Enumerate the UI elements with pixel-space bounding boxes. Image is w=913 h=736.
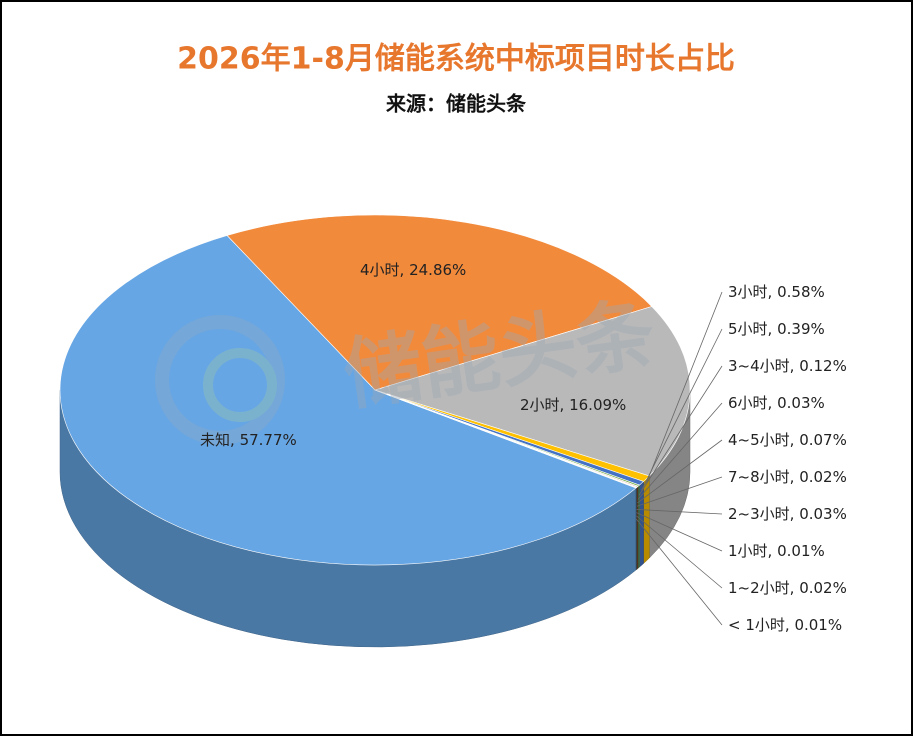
chart-subtitle: 来源：储能头条	[385, 92, 527, 116]
label-category: 5小时	[728, 320, 777, 338]
label-value: 0.03%	[777, 394, 825, 412]
data-label: 未知57.77%	[200, 431, 297, 449]
data-label: 2~3小时0.03%	[728, 505, 847, 523]
pie-slice	[59, 235, 637, 566]
data-label: 7~8小时0.02%	[728, 468, 847, 486]
data-label: 4~5小时0.07%	[728, 431, 847, 449]
label-category: 3~4小时	[728, 357, 799, 375]
label-value: 16.09%	[569, 396, 627, 414]
data-label: 3~4小时0.12%	[728, 357, 847, 375]
leader-line	[638, 365, 723, 496]
leader-line	[637, 402, 723, 500]
chart-title: 2026年1-8月储能系统中标项目时长占比	[177, 42, 735, 77]
leader-line	[637, 439, 723, 504]
label-value: 0.01%	[794, 616, 843, 634]
label-category: 4~5小时	[728, 431, 799, 449]
leader-line	[636, 515, 723, 589]
leader-line	[636, 512, 723, 552]
label-category: 2~3小时	[728, 505, 799, 523]
label-value: 0.39%	[777, 320, 825, 338]
pie-slice	[374, 389, 637, 489]
label-category: 4小时	[360, 261, 409, 279]
data-label: 2小时16.09%	[520, 396, 626, 414]
label-value: 57.77%	[239, 431, 297, 449]
leader-line	[641, 328, 723, 491]
leader-line	[636, 476, 723, 507]
label-value: 0.12%	[799, 357, 847, 375]
pie	[59, 214, 691, 648]
data-label: 1~2小时0.02%	[728, 579, 847, 597]
data-label: 5小时0.39%	[728, 320, 825, 338]
label-category: 2小时	[520, 396, 569, 414]
label-category: 1小时	[728, 542, 777, 560]
label-value: 0.03%	[799, 505, 847, 523]
pie-slice	[373, 306, 691, 477]
data-label: 4小时24.86%	[360, 261, 466, 279]
label-category: 3小时	[728, 283, 777, 301]
label-value: 0.02%	[799, 579, 847, 597]
label-value: 0.02%	[799, 468, 847, 486]
label-value: 0.58%	[777, 283, 825, 301]
leader-line	[635, 518, 723, 626]
label-category: 1~2小时	[728, 579, 799, 597]
label-category: 6小时	[728, 394, 777, 412]
data-label: 3小时0.58%	[728, 283, 825, 301]
label-value: 0.07%	[799, 431, 847, 449]
label-category: 7~8小时	[728, 468, 799, 486]
leader-line	[646, 291, 723, 483]
label-category: 未知	[200, 431, 240, 449]
watermark-logo	[155, 315, 285, 445]
pie-slice	[226, 214, 653, 391]
data-label: < 1小时0.01%	[728, 616, 842, 634]
leader-line	[636, 509, 723, 515]
label-category: < 1小时	[728, 616, 794, 634]
data-label: 1小时0.01%	[728, 542, 825, 560]
label-value: 24.86%	[409, 261, 467, 279]
label-value: 0.01%	[777, 542, 825, 560]
data-label: 6小时0.03%	[728, 394, 825, 412]
